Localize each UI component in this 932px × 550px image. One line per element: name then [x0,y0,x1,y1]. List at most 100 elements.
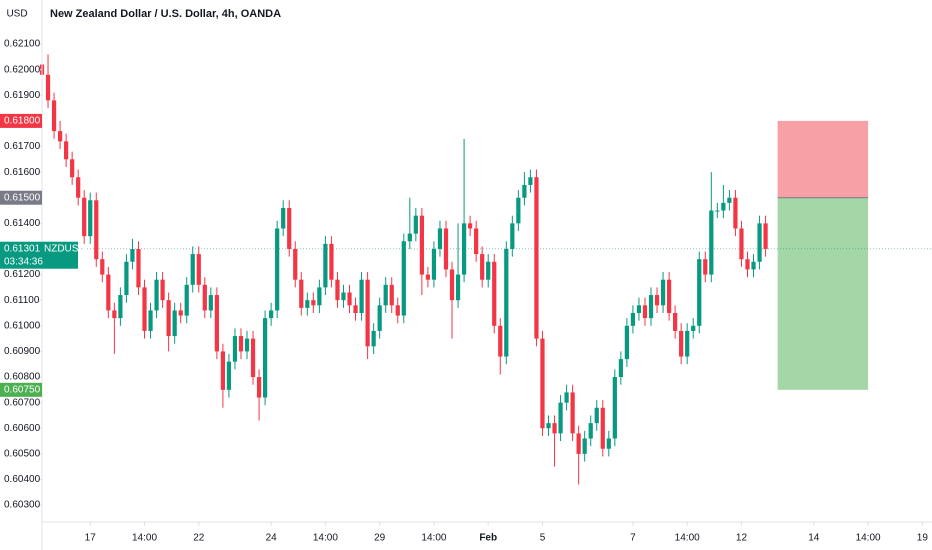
candle-body [461,223,467,275]
candle-body [365,279,370,347]
candle-body [395,305,400,316]
candle-body [94,200,99,260]
candle-body [516,197,521,224]
last-price-box [0,241,78,269]
candle-body [552,423,557,434]
candle-body [178,310,183,316]
candle-body [679,330,684,357]
candle-body [299,279,304,308]
candle-body [262,318,268,398]
candle-body [636,305,642,313]
y-tick-label: 0.61200 [4,269,41,280]
candle-body [305,300,310,308]
candle-body [709,210,714,275]
candle-body [281,207,286,229]
candle-body [82,197,87,237]
candle-body [673,312,678,331]
candle-body [733,197,738,229]
candle-body [160,279,165,301]
candle-body [244,338,250,352]
price-label-box [0,382,42,397]
candle-body [558,402,563,434]
candle-body [202,284,207,311]
candle-body [190,254,195,285]
currency[interactable]: USD [6,9,27,20]
candle-body [703,259,708,275]
x-tick-label: Feb [479,533,497,544]
candle-body [353,305,358,313]
candle-body [106,274,111,311]
candle-body [697,259,702,326]
candle-body [220,351,226,390]
candle-body [522,184,527,198]
price-label: 0.61800 [4,116,41,127]
candle-body [377,305,382,331]
y-tick-label: 0.60900 [4,346,41,357]
candle-body [443,228,449,270]
candle-body [76,177,81,198]
currency-button[interactable] [4,5,30,23]
candle-body [624,325,630,360]
candle-body [419,215,424,275]
candle-body [576,433,581,454]
last-price-label: 0.61301 [4,243,41,254]
countdown: 03:34:36 [4,256,43,267]
candle-body [232,336,238,362]
candle-body [757,223,762,262]
candle-body [124,261,129,296]
candle-body [359,279,364,313]
candle-body [492,261,497,326]
candle-body [401,241,406,316]
price-label-box [0,190,42,205]
x-tick-label: 14:00 [675,533,700,544]
candle-body [214,295,219,352]
y-tick-label: 0.60400 [4,474,41,485]
candle-body [100,259,105,275]
candle-body [413,215,418,234]
candle-body [383,284,388,306]
y-tick-label: 0.60500 [4,449,41,460]
candle-body [600,407,605,449]
x-tick-label: 14:00 [313,533,338,544]
candle-body [455,274,461,301]
price-label-box [0,113,42,128]
candle-body [582,438,587,454]
candle-body [256,377,262,398]
candle-body [612,377,617,439]
candle-body [564,392,569,403]
y-tick-label: 0.61900 [4,90,41,101]
candle-body [739,228,744,260]
y-tick-label: 0.61600 [4,167,41,178]
candle-body [407,233,412,242]
x-tick-label: 14:00 [132,533,157,544]
candle-body [606,438,611,449]
candle-body [317,287,322,306]
candle-body [751,261,756,270]
candle-body [329,243,334,280]
candle-body [323,243,328,288]
candle-body [371,330,376,347]
y-tick-label: 0.61400 [4,218,41,229]
candle-body [425,274,431,280]
price-label: 0.60750 [4,384,41,395]
y-tick-label: 0.62000 [4,64,41,75]
candle-body [474,228,479,255]
candle-body [480,254,485,280]
candle-body [287,207,292,249]
candle-body [666,279,672,313]
candle-body [763,223,768,249]
candle-body [196,254,201,285]
stop-zone [777,120,869,198]
candle-body [745,259,750,270]
candle-body [238,336,244,352]
candle-body [347,292,352,306]
x-tick-label: 19 [917,533,929,544]
y-tick-label: 0.61700 [4,141,41,152]
candle-body [112,310,117,319]
y-tick-label: 0.61000 [4,320,41,331]
target-zone [777,197,869,390]
y-tick-label: 0.61100 [4,295,40,306]
